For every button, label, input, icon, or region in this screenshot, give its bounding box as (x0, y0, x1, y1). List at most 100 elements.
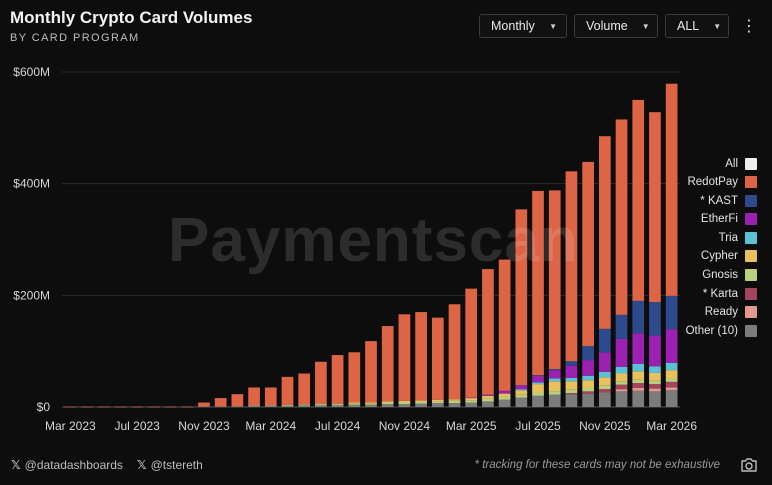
bar-segment[interactable] (164, 406, 177, 408)
camera-icon[interactable] (740, 457, 758, 473)
bar-segment[interactable] (498, 396, 511, 400)
bar-segment[interactable] (548, 381, 561, 392)
bar-segment[interactable] (565, 394, 578, 407)
chart-bars[interactable] (64, 83, 678, 408)
bar-segment[interactable] (264, 387, 277, 406)
legend-item[interactable]: Other (10) (686, 324, 757, 337)
bar-segment[interactable] (281, 404, 294, 406)
bar-segment[interactable] (598, 377, 611, 386)
bar-segment[interactable] (448, 400, 461, 404)
twitter-handle-tstereth[interactable]: 𝕏 @tstereth (137, 458, 203, 472)
bar-segment[interactable] (315, 361, 327, 404)
bar-segment[interactable] (515, 385, 528, 390)
bar-segment[interactable] (264, 405, 277, 406)
bar-segment[interactable] (448, 403, 461, 407)
bar-segment[interactable] (665, 362, 678, 371)
bar-segment[interactable] (598, 136, 611, 329)
bar-segment[interactable] (515, 209, 528, 386)
bar-segment[interactable] (515, 389, 528, 391)
bar-segment[interactable] (532, 382, 544, 385)
period-dropdown[interactable]: Monthly ▼ (479, 14, 567, 38)
bar-segment[interactable] (649, 384, 661, 389)
bar-segment[interactable] (632, 371, 645, 380)
legend-item[interactable]: Tria (686, 231, 757, 244)
bar-segment[interactable] (131, 406, 144, 408)
legend-item[interactable]: Cypher (686, 250, 757, 263)
bar-segment[interactable] (665, 381, 678, 388)
bar-segment[interactable] (248, 405, 260, 406)
bar-segment[interactable] (632, 333, 645, 365)
bar-segment[interactable] (548, 369, 561, 371)
bar-segment[interactable] (264, 405, 277, 407)
bar-segment[interactable] (565, 365, 578, 378)
bar-segment[interactable] (498, 399, 511, 407)
bar-segment[interactable] (615, 373, 628, 382)
bar-segment[interactable] (548, 370, 561, 379)
bar-segment[interactable] (632, 390, 645, 407)
bar-segment[interactable] (649, 372, 661, 381)
bar-segment[interactable] (649, 366, 661, 373)
bar-segment[interactable] (281, 405, 294, 406)
bar-segment[interactable] (398, 402, 411, 405)
bar-segment[interactable] (548, 190, 561, 370)
bar-segment[interactable] (565, 377, 578, 382)
bar-segment[interactable] (598, 385, 611, 390)
bar-segment[interactable] (498, 259, 511, 391)
bar-segment[interactable] (398, 404, 411, 407)
twitter-handle-datadashboards[interactable]: 𝕏 @datadashboards (11, 458, 123, 472)
bar-segment[interactable] (598, 371, 611, 378)
bar-segment[interactable] (615, 384, 628, 390)
bar-segment[interactable] (582, 388, 594, 392)
bar-segment[interactable] (515, 397, 528, 407)
bar-segment[interactable] (582, 380, 594, 389)
bar-segment[interactable] (482, 395, 494, 399)
bar-segment[interactable] (214, 406, 227, 408)
bar-segment[interactable] (64, 406, 77, 408)
bar-segment[interactable] (565, 381, 578, 390)
bar-segment[interactable] (565, 171, 578, 362)
bar-segment[interactable] (532, 190, 544, 376)
bar-segment[interactable] (431, 403, 444, 407)
bar-segment[interactable] (665, 295, 678, 330)
legend-item[interactable]: RedotPay (686, 176, 757, 189)
legend-item[interactable]: Ready (686, 306, 757, 319)
bar-segment[interactable] (465, 397, 478, 399)
bar-segment[interactable] (498, 390, 511, 394)
bar-segment[interactable] (615, 391, 628, 407)
bar-segment[interactable] (281, 376, 294, 405)
bar-segment[interactable] (582, 375, 594, 381)
bar-segment[interactable] (398, 400, 411, 403)
bar-segment[interactable] (532, 384, 544, 393)
bar-segment[interactable] (97, 406, 110, 408)
bar-segment[interactable] (598, 352, 611, 372)
metric-dropdown[interactable]: Volume ▼ (574, 14, 658, 38)
bar-segment[interactable] (548, 378, 561, 382)
bar-segment[interactable] (315, 405, 327, 407)
kebab-menu-icon[interactable]: ⋮ (741, 18, 757, 35)
bar-segment[interactable] (381, 404, 394, 407)
bar-segment[interactable] (448, 399, 461, 401)
bar-segment[interactable] (231, 394, 244, 407)
bar-segment[interactable] (431, 399, 444, 402)
bar-segment[interactable] (381, 402, 394, 405)
legend-item[interactable]: * KAST (686, 194, 757, 207)
legend-item[interactable]: All (686, 157, 757, 170)
bar-segment[interactable] (632, 379, 645, 383)
bar-segment[interactable] (148, 406, 160, 408)
bar-segment[interactable] (598, 392, 611, 407)
bar-segment[interactable] (665, 390, 678, 407)
bar-segment[interactable] (431, 401, 444, 404)
bar-segment[interactable] (665, 370, 678, 379)
bar-segment[interactable] (615, 338, 628, 367)
bar-segment[interactable] (298, 405, 311, 407)
bar-segment[interactable] (365, 402, 377, 404)
bar-segment[interactable] (298, 404, 311, 406)
bar-segment[interactable] (331, 405, 344, 407)
bar-segment[interactable] (582, 161, 594, 347)
bar-segment[interactable] (381, 326, 394, 402)
bar-segment[interactable] (365, 404, 377, 407)
bar-segment[interactable] (565, 361, 578, 366)
bar-segment[interactable] (532, 375, 544, 376)
range-dropdown[interactable]: ALL ▼ (665, 14, 729, 38)
bar-segment[interactable] (632, 99, 645, 301)
